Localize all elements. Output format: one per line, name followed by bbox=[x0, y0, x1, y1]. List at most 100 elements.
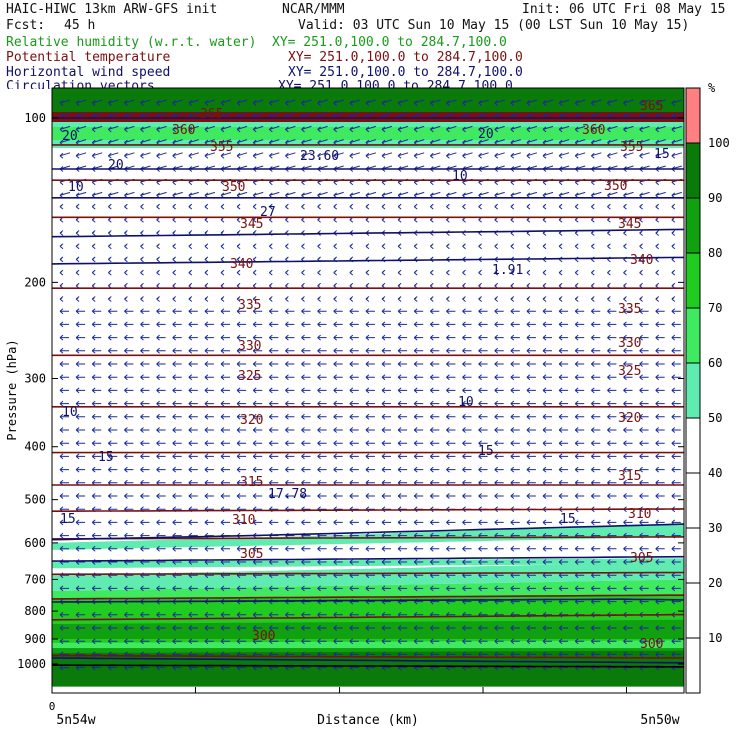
wind-vector bbox=[204, 256, 209, 263]
wind-vector bbox=[478, 374, 488, 381]
wind-vector bbox=[639, 361, 649, 367]
colorbar-segment bbox=[686, 583, 700, 638]
wind-vector bbox=[172, 611, 182, 618]
wind-vector bbox=[107, 532, 118, 539]
wind-vector bbox=[317, 361, 327, 367]
wind-vector bbox=[607, 625, 617, 631]
wind-vector bbox=[607, 585, 617, 592]
wind-vector bbox=[639, 99, 650, 106]
wind-vector bbox=[107, 230, 112, 236]
wind-vector bbox=[623, 269, 627, 276]
theta-label-320: 320 bbox=[618, 411, 641, 426]
wind-label-20: 20 bbox=[478, 127, 494, 142]
wind-vector bbox=[268, 308, 279, 315]
wind-vector bbox=[655, 230, 660, 236]
wind-vector bbox=[172, 347, 182, 354]
wind-vector bbox=[446, 625, 456, 631]
wind-label-17.78: 17.78 bbox=[268, 487, 307, 502]
field-wind: Horizontal wind speed bbox=[6, 65, 171, 80]
wind-vector bbox=[107, 361, 118, 367]
wind-vector bbox=[623, 321, 633, 328]
wind-vector bbox=[397, 440, 408, 447]
wind-vector bbox=[542, 638, 552, 645]
wind-vector bbox=[285, 308, 295, 315]
wind-vector bbox=[574, 585, 585, 592]
wind-vector bbox=[590, 545, 601, 552]
wind-vector bbox=[236, 413, 247, 420]
wind-vector bbox=[574, 334, 585, 341]
wind-vector bbox=[542, 243, 547, 250]
wind-vector bbox=[59, 545, 69, 552]
wind-vector bbox=[124, 638, 134, 645]
wind-vector bbox=[268, 387, 279, 394]
wind-vector bbox=[526, 203, 531, 210]
wind-vector bbox=[671, 545, 681, 552]
wind-vector bbox=[365, 585, 375, 592]
wind-vector bbox=[607, 387, 617, 394]
wind-vector bbox=[236, 296, 241, 302]
wind-vector bbox=[429, 269, 434, 276]
wind-vector bbox=[397, 413, 408, 420]
wind-vector bbox=[607, 230, 611, 236]
wind-vector bbox=[156, 519, 166, 526]
wind-vector bbox=[397, 400, 408, 407]
wind-vector bbox=[558, 308, 569, 315]
wind-vector bbox=[478, 585, 488, 592]
wind-vector bbox=[494, 559, 504, 565]
wind-vector bbox=[204, 466, 214, 473]
wind-vector bbox=[75, 493, 86, 499]
wind-vector bbox=[639, 269, 643, 276]
wind-vector bbox=[446, 559, 456, 565]
org-label: NCAR/MMM bbox=[282, 2, 345, 17]
wind-vector bbox=[252, 427, 263, 433]
wind-vector bbox=[285, 625, 295, 631]
wind-vector bbox=[429, 466, 440, 473]
wind-vector bbox=[623, 638, 633, 645]
wind-vector bbox=[124, 545, 134, 552]
wind-vector bbox=[526, 347, 536, 354]
wind-vector bbox=[220, 125, 232, 133]
wind-vector bbox=[558, 243, 563, 250]
wind-vector bbox=[381, 321, 391, 328]
wind-vector bbox=[558, 625, 569, 631]
wind-vector bbox=[156, 347, 166, 354]
wind-vector bbox=[429, 559, 440, 565]
wind-vector bbox=[301, 400, 311, 407]
wind-vector bbox=[574, 651, 585, 658]
wind-vector bbox=[607, 440, 617, 447]
wind-vector bbox=[381, 625, 391, 631]
wind-vector bbox=[156, 296, 160, 302]
wind-vector bbox=[333, 427, 343, 433]
wind-vector bbox=[317, 99, 328, 106]
wind-vector bbox=[124, 243, 128, 250]
wind-vector bbox=[510, 413, 520, 420]
wind-vector bbox=[623, 559, 633, 565]
theta-contour-310 bbox=[52, 594, 684, 600]
colorbar-segment bbox=[686, 143, 700, 198]
wind-vector bbox=[172, 625, 182, 631]
wind-vector bbox=[639, 466, 649, 473]
wind-vector bbox=[75, 625, 86, 631]
wind-vector bbox=[268, 347, 279, 354]
wind-vector bbox=[623, 585, 633, 592]
wind-vector bbox=[140, 638, 150, 645]
wind-vector bbox=[317, 269, 321, 276]
wind-vector bbox=[590, 321, 601, 328]
wind-vector bbox=[510, 361, 520, 367]
wind-vector bbox=[220, 334, 230, 341]
wind-vector bbox=[252, 493, 263, 499]
theta-label-350: 350 bbox=[604, 179, 627, 194]
wind-vector bbox=[462, 243, 466, 250]
wind-vector bbox=[607, 519, 617, 526]
wind-vector bbox=[91, 532, 102, 539]
wind-vector bbox=[639, 125, 650, 133]
wind-vector bbox=[413, 152, 425, 159]
wind-vector bbox=[413, 559, 424, 565]
wind-vector bbox=[381, 374, 391, 381]
wind-vector bbox=[236, 440, 247, 447]
wind-vector bbox=[381, 125, 393, 133]
y-tick-label: 800 bbox=[24, 604, 46, 618]
wind-vector bbox=[526, 466, 536, 473]
wind-vector bbox=[75, 387, 86, 394]
